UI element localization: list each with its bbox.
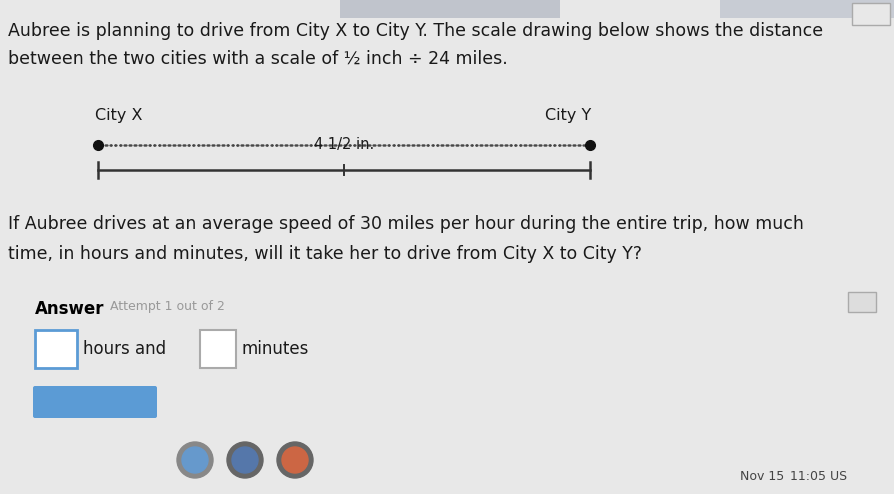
Text: Aubree is planning to drive from City X to City Y. The scale drawing below shows: Aubree is planning to drive from City X … xyxy=(8,22,822,40)
Text: Answer: Answer xyxy=(35,300,105,318)
Text: Attempt 1 out of 2: Attempt 1 out of 2 xyxy=(110,300,224,313)
Circle shape xyxy=(227,442,263,478)
Text: City X: City X xyxy=(95,108,142,123)
Text: If Aubree drives at an average speed of 30 miles per hour during the entire trip: If Aubree drives at an average speed of … xyxy=(8,215,803,233)
Text: hours and: hours and xyxy=(83,340,166,358)
Text: 11:05 US: 11:05 US xyxy=(789,470,847,483)
Circle shape xyxy=(276,442,313,478)
Bar xyxy=(851,3,889,25)
Text: 4 1/2 in.: 4 1/2 in. xyxy=(314,137,374,152)
Bar xyxy=(719,0,894,18)
Circle shape xyxy=(282,447,308,473)
FancyBboxPatch shape xyxy=(33,386,156,418)
Bar xyxy=(340,0,560,18)
FancyBboxPatch shape xyxy=(35,330,77,368)
Text: Nov 15: Nov 15 xyxy=(739,470,783,483)
FancyBboxPatch shape xyxy=(199,330,236,368)
Bar xyxy=(847,292,875,312)
Circle shape xyxy=(232,447,257,473)
Text: Submit Answer: Submit Answer xyxy=(42,396,148,409)
Text: City Y: City Y xyxy=(544,108,591,123)
Text: between the two cities with a scale of ½ inch ÷ 24 miles.: between the two cities with a scale of ½… xyxy=(8,50,507,68)
Circle shape xyxy=(177,442,213,478)
Circle shape xyxy=(181,447,207,473)
Text: minutes: minutes xyxy=(241,340,309,358)
Text: time, in hours and minutes, will it take her to drive from City X to City Y?: time, in hours and minutes, will it take… xyxy=(8,245,641,263)
